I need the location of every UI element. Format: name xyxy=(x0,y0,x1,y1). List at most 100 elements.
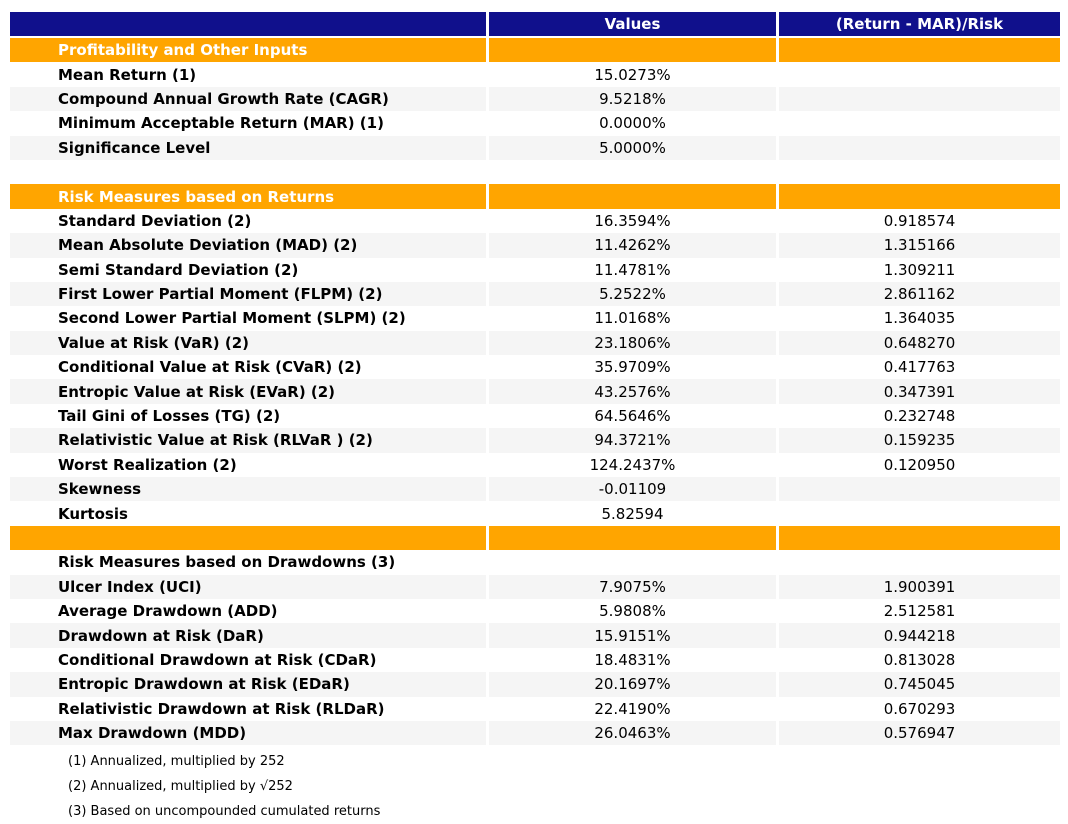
cell-metric: Drawdown at Risk (DaR) xyxy=(10,623,486,648)
metric-row: Conditional Value at Risk (CVaR) (2) 35.9… xyxy=(10,355,1060,380)
cell-values: 26.0463% xyxy=(486,720,776,746)
cell-metric: First Lower Partial Moment (FLPM) (2) xyxy=(10,281,486,307)
cell-values: 7.9075% xyxy=(486,574,776,599)
cell-values xyxy=(486,525,776,551)
column-header-metric xyxy=(10,12,486,38)
cell-ratio xyxy=(776,159,1060,185)
cell-metric: Mean Return (1) xyxy=(58,65,197,84)
cell-ratio: 0.159235 xyxy=(776,428,1060,453)
metric-row: Max Drawdown (MDD) 26.0463% 0.576947 xyxy=(10,720,1060,746)
cell-metric: Average Drawdown (ADD) xyxy=(58,602,278,621)
cell-values xyxy=(486,550,776,575)
cell-values xyxy=(486,159,776,185)
metric-row: Mean Absolute Deviation (MAD) (2) 11.4262… xyxy=(10,233,1060,258)
cell-ratio: 0.120950 xyxy=(776,452,1060,478)
risk-metrics-table: Values (Return - MAR)/Risk Profitability a… xyxy=(10,12,1060,746)
cell-values: 20.1697% xyxy=(486,672,776,697)
cell-ratio: 1.315166 xyxy=(776,233,1060,258)
cell-metric: Profitability and Other Inputs xyxy=(10,38,486,63)
cell-metric xyxy=(10,525,486,551)
cell-ratio: 0.232748 xyxy=(776,403,1060,429)
cell-values: 16.3594% xyxy=(486,208,776,234)
section-header-row: Risk Measures based on Returns xyxy=(10,184,1060,209)
metric-row: Relativistic Value at Risk (RLVaR ) (2) 9… xyxy=(10,428,1060,453)
metric-row: Kurtosis 5.82594 xyxy=(10,501,1060,526)
metric-row: Average Drawdown (ADD) 5.9808% 2.512581 xyxy=(10,598,1060,624)
footnote-2: (2) Annualized, multiplied by √252 xyxy=(68,779,293,795)
metric-row: Skewness -0.01109 xyxy=(10,477,1060,502)
subsection-label-row: Risk Measures based on Drawdowns (3) xyxy=(10,550,1060,575)
cell-metric: Mean Absolute Deviation (MAD) (2) xyxy=(10,233,486,258)
cell-ratio: 2.861162 xyxy=(776,281,1060,307)
cell-ratio: 0.347391 xyxy=(776,379,1060,404)
cell-values: 0.0000% xyxy=(486,111,776,136)
cell-metric: Value at Risk (VaR) (2) xyxy=(10,330,486,356)
metric-row: Minimum Acceptable Return (MAR) (1) 0.000… xyxy=(10,111,1060,136)
section-header-row xyxy=(10,525,1060,551)
cell-ratio: 1.309211 xyxy=(776,257,1060,282)
cell-metric: Minimum Acceptable Return (MAR) (1) xyxy=(58,114,384,133)
cell-metric xyxy=(10,160,486,184)
cell-values: 11.4781% xyxy=(486,257,776,282)
cell-values xyxy=(486,38,776,63)
cell-values: 94.3721% xyxy=(486,428,776,453)
cell-metric: Relativistic Drawdown at Risk (RLDaR) xyxy=(58,699,385,718)
metric-row: Semi Standard Deviation (2) 11.4781% 1.309… xyxy=(10,257,1060,282)
cell-values: 5.2522% xyxy=(486,281,776,307)
cell-values: 23.1806% xyxy=(486,330,776,356)
cell-ratio: 0.576947 xyxy=(776,720,1060,746)
cell-ratio xyxy=(776,525,1060,551)
cell-ratio: 0.944218 xyxy=(776,623,1060,648)
metric-row: Compound Annual Growth Rate (CAGR) 9.5218… xyxy=(10,86,1060,112)
metric-row: Standard Deviation (2) 16.3594% 0.918574 xyxy=(10,208,1060,234)
cell-metric: Kurtosis xyxy=(58,504,128,523)
cell-metric: Skewness xyxy=(10,477,486,502)
cell-values: -0.01109 xyxy=(486,477,776,502)
cell-values: 35.9709% xyxy=(486,355,776,380)
footnote-3: (3) Based on uncompounded cumulated retu… xyxy=(68,804,381,820)
cell-values: 5.82594 xyxy=(486,501,776,526)
metric-row: Second Lower Partial Moment (SLPM) (2) 11… xyxy=(10,306,1060,331)
metric-row: Value at Risk (VaR) (2) 23.1806% 0.648270 xyxy=(10,330,1060,356)
cell-metric: Risk Measures based on Returns xyxy=(10,184,486,209)
cell-values: 9.5218% xyxy=(486,86,776,112)
cell-values: 43.2576% xyxy=(486,379,776,404)
cell-ratio: 0.670293 xyxy=(776,696,1060,721)
metric-row: Ulcer Index (UCI) 7.9075% 1.900391 xyxy=(10,574,1060,599)
cell-values: 5.9808% xyxy=(486,598,776,624)
cell-metric: Conditional Drawdown at Risk (CDaR) xyxy=(58,650,377,669)
cell-metric: Risk Measures based on Drawdowns (3) xyxy=(58,553,396,572)
cell-values: 22.4190% xyxy=(486,696,776,721)
cell-ratio: 2.512581 xyxy=(776,598,1060,624)
cell-metric: Second Lower Partial Moment (SLPM) (2) xyxy=(58,309,406,328)
column-header-values: Values xyxy=(486,12,776,38)
cell-metric: Semi Standard Deviation (2) xyxy=(58,260,299,279)
footnote-1: (1) Annualized, multiplied by 252 xyxy=(68,754,285,770)
cell-ratio: 1.364035 xyxy=(776,306,1060,331)
risk-table-body: Values (Return - MAR)/Risk Profitability a… xyxy=(10,12,1060,746)
column-header-ratio: (Return - MAR)/Risk xyxy=(776,12,1060,38)
cell-values: 18.4831% xyxy=(486,647,776,673)
cell-ratio xyxy=(776,62,1060,87)
metric-row: Entropic Drawdown at Risk (EDaR) 20.1697%… xyxy=(10,672,1060,697)
cell-metric: Compound Annual Growth Rate (CAGR) xyxy=(10,86,486,112)
column-header-row: Values (Return - MAR)/Risk xyxy=(10,12,1060,38)
cell-metric: Entropic Drawdown at Risk (EDaR) xyxy=(10,672,486,697)
spacer-row xyxy=(10,159,1060,185)
metric-row: Relativistic Drawdown at Risk (RLDaR) 22.… xyxy=(10,696,1060,721)
metric-row: Drawdown at Risk (DaR) 15.9151% 0.944218 xyxy=(10,623,1060,648)
cell-metric: Relativistic Value at Risk (RLVaR ) (2) xyxy=(10,428,486,453)
cell-metric: Conditional Value at Risk (CVaR) (2) xyxy=(58,358,362,377)
metric-row: Mean Return (1) 15.0273% xyxy=(10,62,1060,87)
cell-values: 5.0000% xyxy=(486,135,776,160)
cell-ratio xyxy=(776,477,1060,502)
cell-ratio: 0.813028 xyxy=(776,647,1060,673)
cell-ratio xyxy=(776,184,1060,209)
metric-row: Tail Gini of Losses (TG) (2) 64.5646% 0.23… xyxy=(10,403,1060,429)
metric-row: Entropic Value at Risk (EVaR) (2) 43.2576… xyxy=(10,379,1060,404)
cell-values: 15.9151% xyxy=(486,623,776,648)
cell-ratio: 1.900391 xyxy=(776,574,1060,599)
cell-metric: Worst Realization (2) xyxy=(58,455,237,474)
